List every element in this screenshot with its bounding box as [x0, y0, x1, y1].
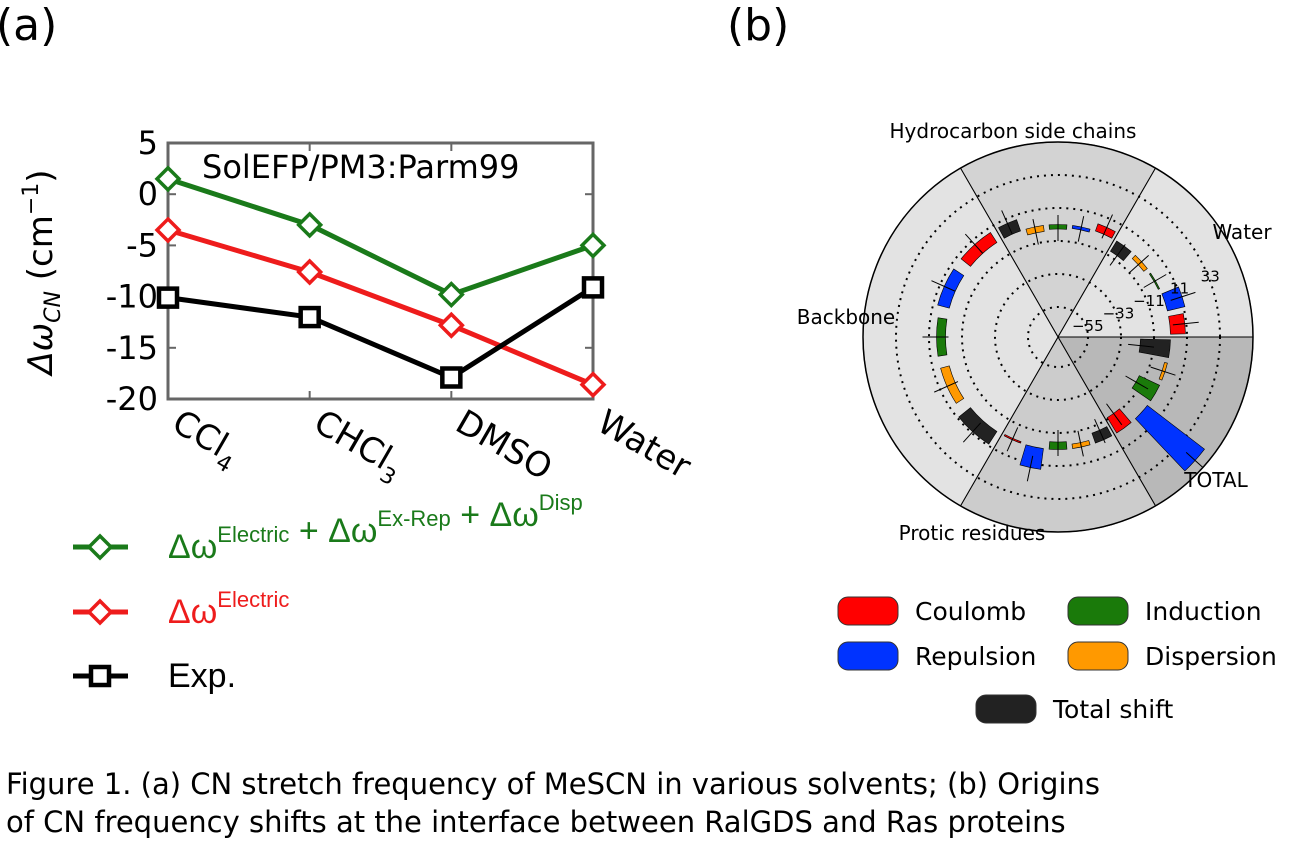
sector-label: Backbone [797, 305, 895, 329]
error-bar [1001, 210, 1013, 235]
error-bar [931, 280, 956, 292]
x-tick-label: CCl4 [162, 402, 247, 478]
legend-swatch-coulomb [837, 596, 899, 626]
legend-label-exp: Exp. [168, 657, 236, 695]
panel-label-a: (a) [0, 0, 57, 51]
point-exp [581, 276, 605, 299]
legend-marker-exp [88, 664, 112, 688]
y-tick-label: -20 [106, 380, 158, 418]
sector-label: Hydrocarbon side chains [890, 119, 1137, 143]
legend-label-repulsion: Repulsion [915, 642, 1036, 671]
y-axis-ticks: 5 0 -5 -10 -15 -20 [106, 124, 593, 418]
error-bar [1101, 214, 1113, 239]
legend-marker-electric [86, 598, 114, 626]
legend-label-induction: Induction [1145, 597, 1262, 626]
y-tick-label: 5 [138, 124, 158, 162]
legend-swatch-repulsion [837, 641, 899, 671]
radial-gridline [895, 174, 1221, 500]
polar-bar-repulsion [1161, 286, 1186, 312]
plot-frame [166, 141, 595, 401]
polar-bar-repulsion [1134, 404, 1205, 472]
x-tick-label: Water [591, 402, 698, 487]
caption-line-1: Figure 1. (a) CN stretch frequency of Me… [6, 767, 1100, 801]
sector-label: TOTAL [1183, 468, 1248, 492]
legend-label-electric: ΔωElectric [168, 587, 289, 631]
point-electric [437, 311, 465, 339]
point-total [154, 165, 182, 193]
error-bar [1170, 291, 1196, 301]
caption-line-2: of CN frequency shifts at the interface … [6, 805, 1066, 839]
polar-bar-repulsion [1019, 444, 1044, 470]
series-line-exp [167, 285, 595, 380]
legend-label-dispersion: Dispersion [1145, 642, 1277, 671]
polar-bar-repulsion [937, 268, 965, 309]
error-bar [1185, 452, 1204, 468]
point-electric [296, 258, 324, 286]
point-total [296, 211, 324, 239]
y-axis-label: ΔωCN (cm−1) [19, 169, 66, 377]
point-electric [154, 216, 182, 244]
error-bar [1006, 427, 1019, 452]
error-bar [934, 381, 959, 393]
series-line-total [167, 176, 594, 298]
legend-b: Coulomb Induction Repulsion Dispersion Total… [837, 596, 1277, 724]
series-line-electric [167, 227, 594, 387]
series-group [154, 165, 607, 399]
x-tick-label: DMSO [449, 402, 559, 489]
sector-label: Protic residues [899, 521, 1046, 545]
point-exp [298, 305, 321, 329]
error-bar [1094, 419, 1106, 444]
legend-label-coulomb: Coulomb [915, 597, 1026, 626]
radial-gridline [961, 240, 1155, 434]
legend-swatch-dispersion [1067, 641, 1129, 671]
radial-gridline [928, 207, 1188, 467]
error-bar [1143, 274, 1167, 288]
y-tick-label: -5 [126, 226, 158, 264]
radial-gridline [1027, 306, 1089, 368]
error-bar [1129, 254, 1149, 274]
legend-marker-total [86, 533, 114, 561]
point-exp [440, 366, 463, 389]
error-bar [1128, 343, 1155, 348]
legend-swatch-total-shift [975, 694, 1037, 724]
radial-tick-label: −11 [1133, 292, 1165, 310]
point-total [579, 231, 607, 259]
error-bar [1077, 430, 1084, 457]
error-bar [1077, 216, 1085, 242]
error-bar [964, 233, 984, 254]
error-bar [1172, 321, 1199, 326]
error-bar [1109, 244, 1126, 266]
panel-label-b: (b) [727, 0, 789, 51]
sector-label: Water [1212, 220, 1272, 244]
error-bar [1150, 366, 1176, 376]
legend-swatch-induction [1067, 596, 1129, 626]
polar-outer-ring [862, 141, 1254, 533]
y-tick-label: -15 [106, 329, 158, 367]
chart-annotation: SolEFP/PM3:Parm99 [202, 148, 519, 186]
error-bar [1106, 403, 1123, 426]
point-total [437, 281, 465, 309]
radial-tick-label: −33 [1103, 304, 1135, 322]
y-tick-label: -10 [106, 278, 158, 316]
polar-chart: −55−33−11 11 33 Hydrocarbon side chains Wate… [797, 119, 1273, 545]
x-tick-label: CHCl3 [304, 402, 411, 491]
y-tick-label: 0 [138, 175, 158, 213]
legend-label-total: ΔωElectric + ΔωEx-Rep + ΔωDisp [168, 490, 583, 566]
legend-a: ΔωElectric + ΔωEx-Rep + ΔωDisp ΔωElectric… [73, 490, 583, 695]
point-electric [579, 371, 607, 399]
error-bar [1032, 219, 1039, 245]
polar-bar-total-shift [1138, 338, 1171, 358]
point-exp [156, 286, 180, 309]
error-bar [1026, 455, 1034, 482]
radial-tick-label: 11 [1170, 280, 1189, 298]
line-chart: 5 0 -5 -10 -15 -20 CCl4 CHCl3 DMSO Water SolEFP/… [19, 124, 698, 491]
polar-bar-coulomb [1168, 313, 1186, 335]
radial-tick-label: −55 [1072, 317, 1104, 335]
legend-label-total-shift: Total shift [1052, 695, 1174, 724]
error-bar [1125, 375, 1149, 390]
error-bar [962, 422, 982, 443]
radial-gridline [994, 273, 1122, 401]
radial-tick-label: 33 [1201, 267, 1220, 285]
